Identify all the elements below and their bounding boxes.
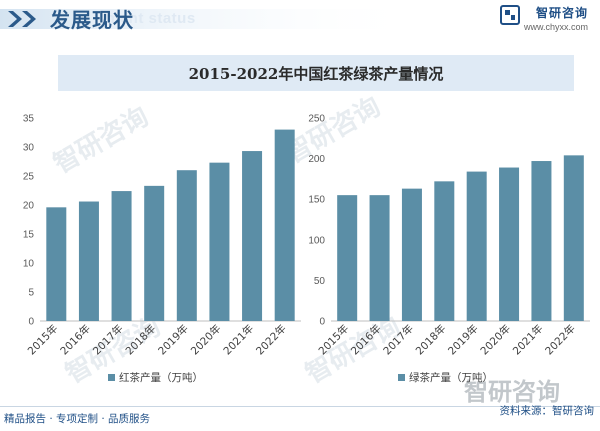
legend-label: 红茶产量（万吨） <box>119 371 203 384</box>
y-tick-label: 200 <box>308 154 325 165</box>
footer-slogan: 精品报告 · 专项定制 · 品质服务 <box>4 413 151 425</box>
chart-title-box: 2015-2022年中国红茶绿茶产量情况 <box>58 55 574 91</box>
y-tick-label: 30 <box>23 143 35 154</box>
chart-panel-2: 0501001502002502015年2016年2017年2018年2019年… <box>308 114 590 384</box>
source-note: 资料来源：智研咨询 <box>499 405 595 417</box>
x-tick-label: 2019年 <box>155 322 191 358</box>
y-tick-label: 100 <box>308 235 325 246</box>
brand: 智研咨询 www.chyxx.com <box>499 4 588 32</box>
chart-panel-1: 051015202530352015年2016年2017年2018年2019年2… <box>23 114 301 384</box>
bar-2021年 <box>531 161 552 321</box>
bar-2020年 <box>209 162 230 321</box>
y-tick-label: 25 <box>23 172 35 183</box>
y-tick-label: 0 <box>319 317 325 328</box>
header-banner <box>0 9 420 29</box>
brand-logo-icon <box>499 5 520 25</box>
double-chevron-icon <box>8 11 36 27</box>
x-tick-label: 2017年 <box>90 322 126 358</box>
bar-2022年 <box>563 155 584 321</box>
bar-2019年 <box>176 170 197 321</box>
bar-2021年 <box>242 151 263 321</box>
y-tick-label: 20 <box>23 201 35 212</box>
bar-2019年 <box>466 171 487 321</box>
bar-2016年 <box>78 201 99 321</box>
bar-2017年 <box>111 191 132 321</box>
x-tick-label: 2022年 <box>253 322 289 358</box>
x-tick-label: 2016年 <box>348 322 384 358</box>
bar-2017年 <box>401 188 422 321</box>
x-tick-label: 2019年 <box>445 322 481 358</box>
y-tick-label: 15 <box>23 230 35 241</box>
bar-2020年 <box>499 167 520 321</box>
y-tick-label: 250 <box>308 114 325 125</box>
legend-swatch <box>398 374 405 381</box>
header-ghost-text: ment status <box>106 10 196 27</box>
bar-2015年 <box>337 195 358 321</box>
bar-2016年 <box>369 195 390 321</box>
y-tick-label: 35 <box>23 114 35 125</box>
legend-swatch <box>108 374 115 381</box>
y-tick-label: 50 <box>314 276 326 287</box>
page-header: ment status 发展现状 智研咨询 www.chyxx.com <box>0 0 600 38</box>
x-tick-label: 2018年 <box>123 322 159 358</box>
x-tick-label: 2022年 <box>542 322 578 358</box>
y-tick-label: 150 <box>308 195 325 206</box>
x-tick-label: 2018年 <box>413 322 449 358</box>
x-tick-label: 2020年 <box>188 322 224 358</box>
bar-2015年 <box>46 207 67 321</box>
bar-2018年 <box>434 181 455 321</box>
legend-label: 绿茶产量（万吨） <box>409 371 493 384</box>
bar-2018年 <box>144 185 165 321</box>
x-tick-label: 2017年 <box>381 322 417 358</box>
y-tick-label: 5 <box>28 288 34 299</box>
chart-title: 2015-2022年中国红茶绿茶产量情况 <box>188 64 444 83</box>
x-tick-label: 2021年 <box>510 322 546 358</box>
x-tick-label: 2020年 <box>478 322 514 358</box>
x-tick-label: 2016年 <box>58 322 94 358</box>
page-title: 发展现状 <box>50 8 134 32</box>
brand-url: www.chyxx.com <box>523 22 588 32</box>
bar-2022年 <box>274 129 295 321</box>
y-tick-label: 0 <box>28 317 34 328</box>
y-tick-label: 10 <box>23 259 35 270</box>
brand-name: 智研咨询 <box>535 6 588 20</box>
footer-divider <box>0 406 600 407</box>
x-tick-label: 2021年 <box>221 322 257 358</box>
